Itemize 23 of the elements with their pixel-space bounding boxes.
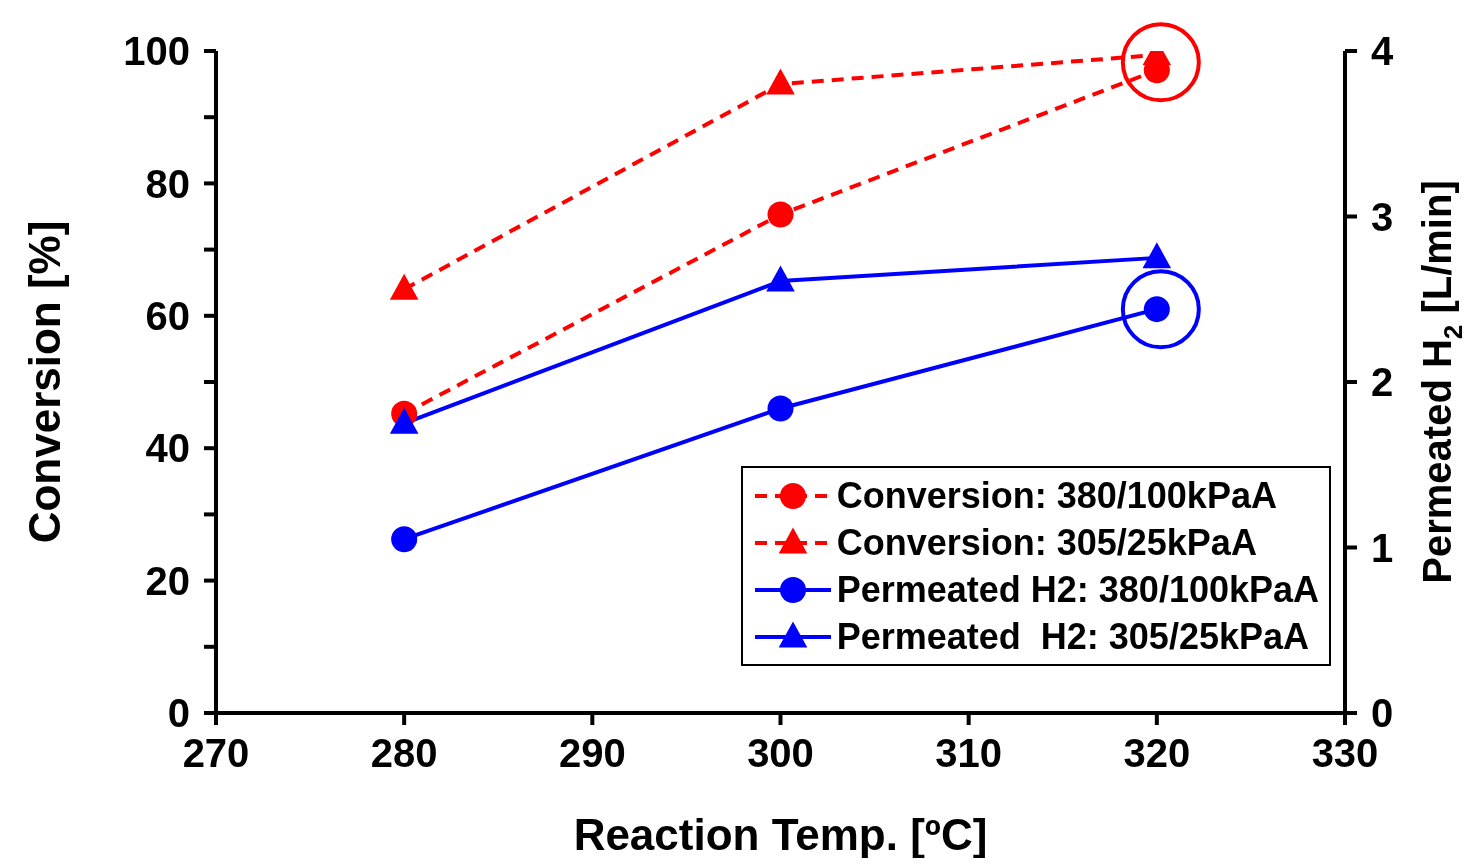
x-tick-label: 310 <box>935 731 1003 776</box>
y-tick-label: 20 <box>145 558 190 603</box>
point <box>1142 242 1172 269</box>
y-tick-label: 80 <box>145 161 190 206</box>
x-tick-label: 280 <box>370 731 438 776</box>
y-tick-label: 100 <box>123 29 190 74</box>
legend-label: Conversion: 305/25kPaA <box>836 521 1257 564</box>
y2-tick-label: 1 <box>1371 525 1394 570</box>
legend-label: Permeated H2: 380/100kPaA <box>836 568 1319 611</box>
x-tick-label: 300 <box>747 731 814 776</box>
y-axis-title: Conversion [%] <box>19 220 69 544</box>
legend-label: Conversion: 380/100kPaA <box>836 474 1277 517</box>
y2-tick-label: 2 <box>1371 360 1394 405</box>
point <box>767 395 794 422</box>
y2-tick-label: 4 <box>1371 29 1394 74</box>
legend-label: Permeated H2: 305/25kPaA <box>836 615 1309 658</box>
point <box>391 526 418 553</box>
y2-tick-label: 3 <box>1371 194 1394 239</box>
x-tick-label: 320 <box>1123 731 1191 776</box>
point <box>766 265 795 292</box>
y-tick-label: 40 <box>145 426 190 471</box>
y-tick-label: 60 <box>145 294 190 338</box>
x-tick-label: 290 <box>558 731 626 776</box>
